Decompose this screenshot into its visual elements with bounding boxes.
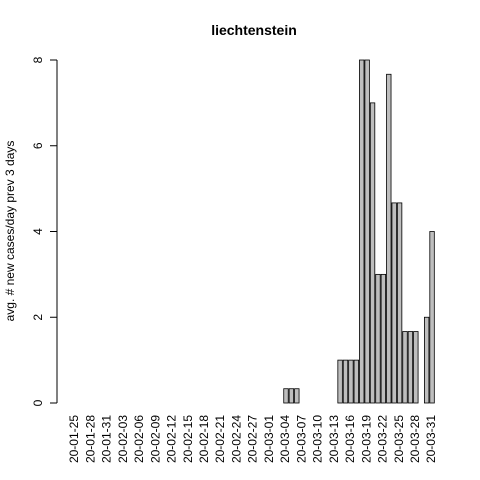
x-tick-label: 20-02-27 xyxy=(246,415,260,463)
bar xyxy=(288,388,295,404)
bar xyxy=(375,273,381,404)
bar xyxy=(348,359,354,404)
bar xyxy=(380,273,387,404)
bar xyxy=(407,331,414,404)
x-tick-label: 20-01-28 xyxy=(83,415,97,463)
x-tick-label: 20-03-25 xyxy=(392,415,406,463)
bar xyxy=(423,316,430,404)
x-tick-label: 20-03-01 xyxy=(262,415,276,463)
x-tick-label: 20-03-04 xyxy=(278,415,292,463)
bar xyxy=(283,388,289,404)
bar xyxy=(353,359,359,404)
y-tick-label: 4 xyxy=(31,228,45,235)
x-tick-label: 20-02-09 xyxy=(148,415,162,463)
x-tick-label: 20-03-07 xyxy=(294,415,308,463)
bar xyxy=(386,73,392,404)
y-tick-label: 8 xyxy=(31,56,45,63)
x-tick-label: 20-03-31 xyxy=(424,415,438,463)
chart-title: liechtenstein xyxy=(211,22,297,38)
x-tick-label: 20-02-18 xyxy=(197,415,211,463)
bar xyxy=(413,331,419,404)
x-tick-label: 20-01-31 xyxy=(100,415,114,463)
bar xyxy=(402,331,408,404)
x-tick-label: 20-03-22 xyxy=(376,415,390,463)
y-tick-label: 6 xyxy=(31,142,45,149)
bar xyxy=(369,102,376,404)
x-tick-label: 20-02-06 xyxy=(132,415,146,463)
bar xyxy=(359,59,365,404)
x-tick-label: 20-02-12 xyxy=(165,415,179,463)
x-tick-label: 20-02-03 xyxy=(116,415,130,463)
bar xyxy=(337,359,343,404)
bar xyxy=(396,202,403,404)
bar xyxy=(342,359,349,404)
x-tick-label: 20-02-15 xyxy=(181,415,195,463)
y-tick-label: 2 xyxy=(31,314,45,321)
bar xyxy=(364,59,370,404)
x-tick-label: 20-03-28 xyxy=(408,415,422,463)
x-tick-label: 20-03-16 xyxy=(343,415,357,463)
y-axis-title: avg. # new cases/day prev 3 days xyxy=(3,141,17,322)
x-tick-label: 20-03-13 xyxy=(327,415,341,463)
bar xyxy=(429,231,435,404)
y-tick-label: 0 xyxy=(31,399,45,406)
bar xyxy=(391,202,397,404)
x-tick-label: 20-03-10 xyxy=(311,415,325,463)
x-tick-label: 20-02-21 xyxy=(213,415,227,463)
x-tick-label: 20-03-19 xyxy=(359,415,373,463)
x-tick-label: 20-02-24 xyxy=(229,415,243,463)
x-tick-label: 20-01-25 xyxy=(67,415,81,463)
bar xyxy=(294,388,300,404)
